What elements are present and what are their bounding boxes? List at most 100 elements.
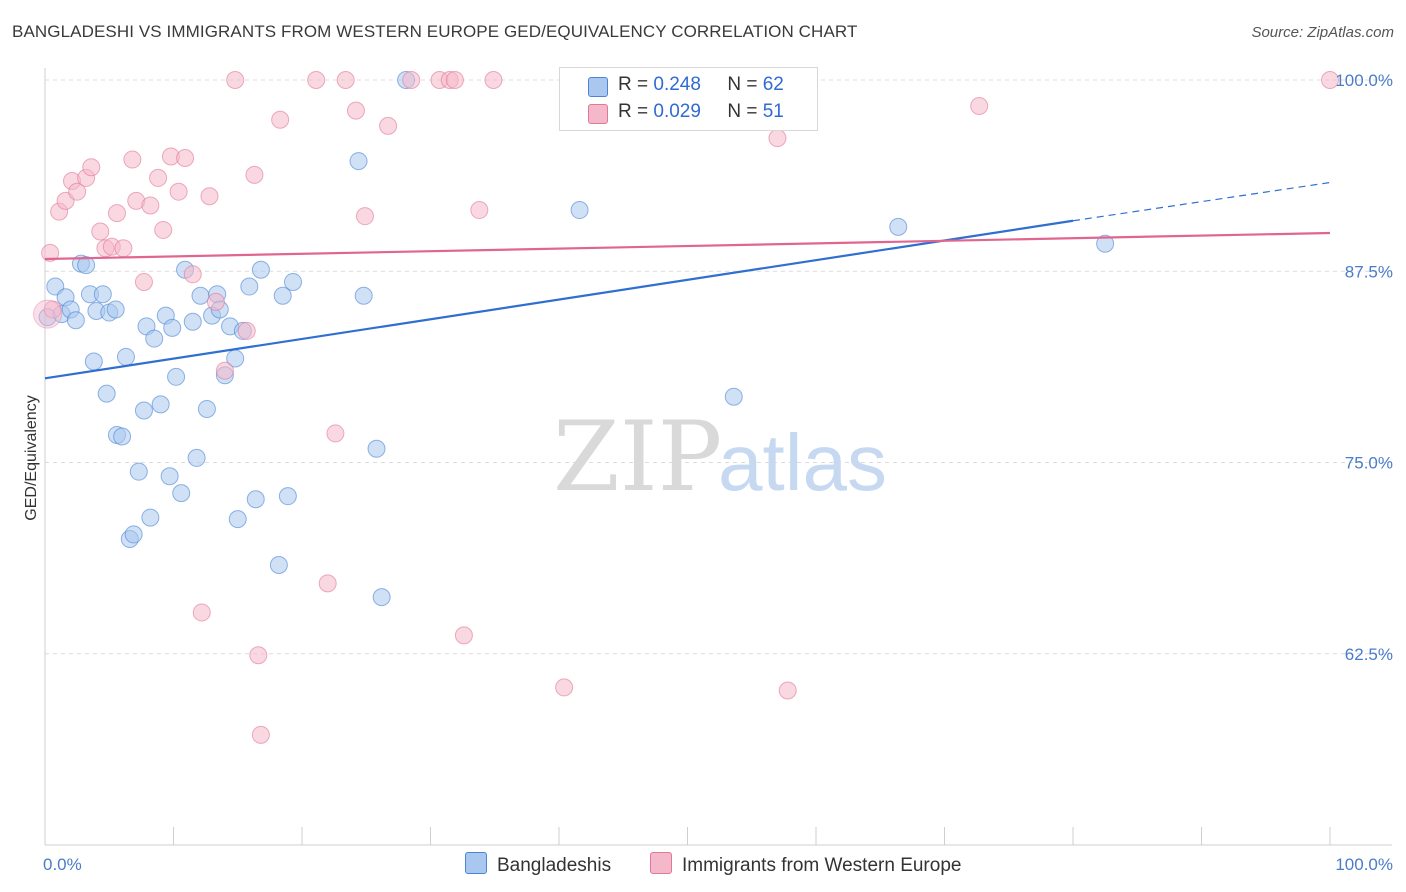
- data-point: [354, 286, 373, 305]
- n-value: 62: [762, 74, 784, 95]
- data-point: [183, 312, 202, 331]
- data-point: [82, 158, 101, 177]
- data-point: [116, 347, 135, 366]
- data-point: [402, 71, 421, 89]
- y-tick-label: 75.0%: [1345, 454, 1393, 473]
- data-point: [778, 681, 797, 700]
- axes: [44, 68, 1392, 846]
- legend-item-bangladeshis: Bangladeshis: [465, 852, 611, 877]
- data-point: [346, 101, 365, 120]
- data-point: [336, 71, 355, 89]
- y-tick-label: 100.0%: [1335, 71, 1393, 90]
- data-point: [169, 182, 188, 201]
- data-point: [470, 201, 489, 220]
- legend-swatch-western-europe: [588, 104, 608, 124]
- r-label: R =: [618, 74, 649, 95]
- legend-swatch-bangladeshis: [588, 77, 608, 97]
- data-point: [154, 220, 173, 239]
- data-point: [318, 574, 337, 593]
- data-point: [192, 603, 211, 622]
- data-point: [91, 222, 110, 241]
- data-point: [245, 165, 264, 184]
- trend-line-bangladeshis-extension: [1072, 181, 1331, 222]
- legend-text: R = 0.029 N = 51: [618, 101, 784, 123]
- chart-title: BANGLADESHI VS IMMIGRANTS FROM WESTERN E…: [12, 22, 858, 41]
- data-point: [114, 239, 133, 258]
- data-point: [124, 525, 143, 544]
- data-point: [273, 286, 292, 305]
- data-point: [68, 182, 87, 201]
- legend-item-western-europe: Immigrants from Western Europe: [650, 852, 961, 877]
- data-point: [1321, 71, 1339, 89]
- data-point: [134, 401, 153, 420]
- data-point: [145, 329, 164, 348]
- data-point: [379, 116, 398, 135]
- n-value: 51: [762, 101, 784, 122]
- y-axis-label: GED/Equivalency: [23, 395, 40, 520]
- data-point: [149, 168, 168, 187]
- data-point: [240, 277, 259, 296]
- watermark-atlas: atlas: [718, 418, 887, 507]
- data-point: [284, 272, 303, 291]
- data-point: [129, 462, 148, 481]
- data-point: [141, 196, 160, 215]
- tick-labels: 62.5% 75.0% 87.5% 100.0% 0.0% 100.0%: [43, 71, 1393, 874]
- data-point: [107, 204, 126, 223]
- y-tick-label: 87.5%: [1345, 262, 1393, 281]
- data-point: [349, 152, 368, 171]
- y-tick-label: 62.5%: [1345, 645, 1393, 664]
- watermark: ZIP atlas: [553, 401, 887, 513]
- data-point: [113, 427, 132, 446]
- data-point: [93, 285, 112, 304]
- data-point: [454, 626, 473, 645]
- data-point: [215, 361, 234, 380]
- data-point: [555, 678, 574, 697]
- data-point: [278, 487, 297, 506]
- data-point-cluster: [33, 299, 63, 329]
- r-value: 0.248: [653, 74, 701, 95]
- data-point: [97, 384, 116, 403]
- data-point: [141, 508, 160, 527]
- watermark-zip: ZIP: [553, 401, 722, 513]
- data-point: [187, 448, 206, 467]
- series-bangladeshis-points: [38, 71, 1115, 607]
- data-point: [970, 97, 989, 116]
- data-point: [889, 217, 908, 236]
- data-point: [183, 265, 202, 284]
- data-point: [372, 588, 391, 607]
- data-point: [249, 646, 268, 665]
- data-point: [570, 201, 589, 220]
- data-point: [484, 71, 503, 89]
- data-point: [307, 71, 326, 89]
- data-point: [77, 256, 96, 275]
- data-point: [1096, 234, 1115, 253]
- data-point: [768, 129, 787, 148]
- legend-text: R = 0.248 N = 62: [618, 74, 784, 96]
- legend-swatch: [465, 852, 487, 874]
- source-label: Source: ZipAtlas.com: [1251, 24, 1394, 41]
- data-point: [200, 187, 219, 206]
- data-point: [106, 300, 125, 319]
- data-point: [176, 149, 195, 168]
- legend-swatch: [650, 852, 672, 874]
- data-point: [251, 725, 270, 744]
- data-point: [172, 484, 191, 503]
- data-point: [355, 207, 374, 226]
- data-point: [41, 243, 60, 262]
- data-point: [197, 399, 216, 418]
- data-point: [226, 71, 245, 89]
- data-point: [326, 424, 345, 443]
- data-point: [445, 71, 464, 89]
- legend-label: Immigrants from Western Europe: [682, 855, 962, 876]
- data-point: [246, 490, 265, 509]
- x-tick-label: 0.0%: [43, 855, 82, 874]
- data-point: [167, 367, 186, 386]
- trend-line-western-europe: [44, 231, 1331, 261]
- trend-line-bangladeshis: [44, 219, 1074, 380]
- data-point: [84, 352, 103, 371]
- series-western-europe-points: [33, 71, 1339, 744]
- x-tick-label: 100.0%: [1335, 855, 1393, 874]
- data-point: [163, 318, 182, 337]
- data-point: [206, 292, 225, 311]
